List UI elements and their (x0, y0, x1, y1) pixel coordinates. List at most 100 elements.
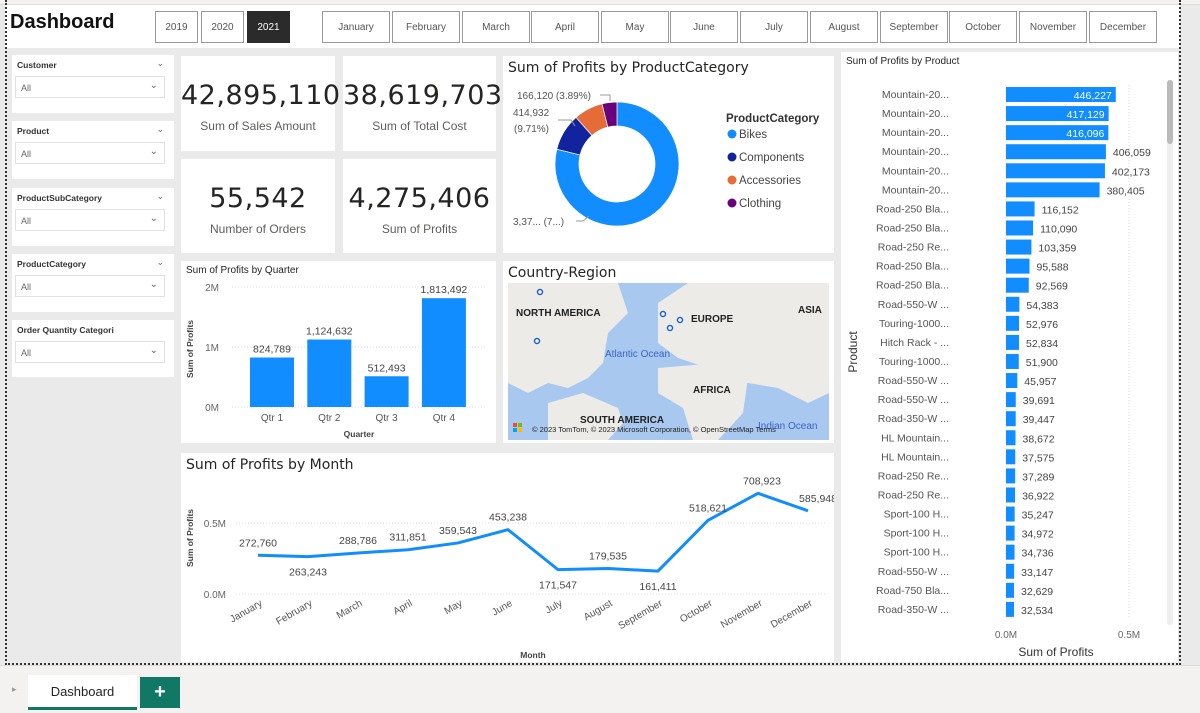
month-button-november[interactable]: November (1019, 11, 1087, 43)
product-bar[interactable] (1006, 506, 1015, 522)
y-tick-label: Mountain-20... (882, 184, 949, 196)
quarter-chart-card: Sum of Profits by Quarter 0M 1M 2M 824,789 Q… (181, 261, 496, 443)
product-bar[interactable] (1006, 411, 1016, 427)
map-label: AFRICA (693, 385, 731, 396)
year-button-2020[interactable]: 2020 (201, 11, 244, 43)
month-button-july[interactable]: July (740, 11, 808, 43)
product-bar[interactable] (1006, 563, 1015, 579)
quarter-bar[interactable] (250, 357, 294, 407)
map-label: ASIA (798, 305, 822, 316)
collapse-chevron-icon[interactable]: ⌄ (156, 58, 164, 68)
slicer-dropdown[interactable]: All ⌄ (15, 341, 165, 363)
product-bar[interactable] (1006, 163, 1105, 179)
product-bar[interactable] (1006, 334, 1019, 350)
legend-item-bikes[interactable]: Bikes (739, 129, 767, 141)
month-button-june[interactable]: June (670, 11, 738, 43)
y-tick-label: 0.5M (204, 519, 226, 530)
map-attribution[interactable]: © 2023 TomTom, © 2023 Microsoft Corporat… (532, 425, 776, 434)
slicer-value: All (21, 83, 32, 93)
bar-value-label: 512,493 (368, 362, 406, 374)
collapse-chevron-icon[interactable]: ⌄ (156, 191, 164, 201)
month-button-january[interactable]: January (322, 11, 390, 43)
product-bar[interactable] (1006, 201, 1035, 217)
map-point[interactable] (676, 316, 684, 324)
map-point[interactable] (536, 288, 544, 296)
product-bar[interactable] (1006, 87, 1116, 102)
scrollbar-track[interactable] (1167, 80, 1173, 625)
product-bar[interactable] (1006, 106, 1109, 122)
year-button-2019[interactable]: 2019 (155, 11, 198, 43)
quarter-bar[interactable] (307, 339, 352, 407)
product-bar[interactable] (1006, 392, 1016, 408)
map-point[interactable] (533, 337, 541, 345)
product-bar[interactable] (1006, 544, 1015, 560)
x-axis-title: Quarter (344, 429, 375, 439)
legend-item-accessories[interactable]: Accessories (739, 175, 801, 187)
slicer-dropdown[interactable]: All ⌄ (15, 142, 165, 164)
map-point[interactable] (659, 310, 667, 318)
product-bar[interactable] (1006, 125, 1109, 141)
bar-value-label: 37,575 (1022, 452, 1054, 464)
product-bar[interactable] (1006, 582, 1015, 598)
y-tick-label: HL Mountain... (881, 451, 949, 463)
country-region-map[interactable]: NORTH AMERICA EUROPE ASIA AFRICA SOUTH A… (508, 283, 829, 440)
month-button-february[interactable]: February (392, 11, 460, 43)
y-tick-label: Touring-1000... (879, 356, 949, 368)
bar-value-label: 446,227 (1074, 90, 1112, 102)
product-bar[interactable] (1006, 430, 1016, 446)
collapse-chevron-icon[interactable]: ⌄ (156, 257, 164, 267)
product-bar[interactable] (1006, 220, 1034, 236)
map-card: Country-Region NORTH AMERICA EUROPE ASIA… (503, 261, 834, 443)
product-bar[interactable] (1006, 258, 1030, 274)
month-button-december[interactable]: December (1089, 11, 1157, 43)
slicer-dropdown[interactable]: All ⌄ (15, 76, 165, 98)
slicer-productsubcategory: ProductSubCategory ⌄ All ⌄ (12, 188, 174, 246)
month-button-september[interactable]: September (880, 11, 948, 43)
product-bar[interactable] (1006, 525, 1015, 541)
slicer-dropdown[interactable]: All ⌄ (15, 275, 165, 297)
y-tick-label: Road-750 Bla... (876, 585, 949, 597)
point-value-label: 585,948 (799, 493, 834, 505)
month-chart-card: Sum of Profits by Month 0.0M 0.5M 272,760 J… (181, 453, 834, 662)
chart-title: Sum of Profits by Month (186, 457, 354, 473)
donut-slice-clothing[interactable] (601, 101, 618, 128)
collapse-chevron-icon[interactable]: ⌄ (156, 124, 164, 134)
month-button-august[interactable]: August (810, 11, 878, 43)
month-button-october[interactable]: October (949, 11, 1017, 43)
product-bar[interactable] (1006, 601, 1015, 617)
legend-swatch (727, 152, 737, 162)
month-button-march[interactable]: March (462, 11, 530, 43)
legend-item-clothing[interactable]: Clothing (739, 198, 781, 210)
month-button-may[interactable]: May (601, 11, 669, 43)
product-bar[interactable] (1006, 277, 1029, 293)
product-bar[interactable] (1006, 239, 1032, 255)
map-point[interactable] (666, 324, 674, 332)
year-button-2021[interactable]: 2021 (247, 11, 290, 43)
product-bar[interactable] (1006, 144, 1106, 160)
scrollbar-thumb[interactable] (1167, 80, 1173, 144)
slicer-order-quantity-categori: Order Quantity Categori All ⌄ (12, 320, 174, 377)
month-button-april[interactable]: April (531, 11, 599, 43)
product-bar[interactable] (1006, 353, 1019, 369)
quarter-bar[interactable] (364, 376, 409, 407)
product-bar[interactable] (1006, 315, 1020, 331)
product-bar[interactable] (1006, 449, 1016, 465)
product-bar[interactable] (1006, 182, 1100, 198)
add-page-button[interactable]: + (140, 677, 180, 708)
tab-dashboard[interactable]: Dashboard (28, 675, 137, 710)
donut-slice-bikes[interactable] (554, 101, 680, 227)
product-bar[interactable] (1006, 373, 1018, 389)
profit-line[interactable] (257, 491, 809, 573)
y-tick-label: Road-250 Bla... (876, 203, 949, 215)
quarter-bar[interactable] (421, 298, 466, 407)
legend-swatch (727, 175, 737, 185)
scroll-left-icon[interactable]: ▸ (12, 684, 17, 694)
slicer-dropdown[interactable]: All ⌄ (15, 209, 165, 231)
legend-item-components[interactable]: Components (739, 152, 804, 164)
kpi-value: 42,895,110 (181, 80, 341, 111)
product-bar[interactable] (1006, 468, 1016, 484)
y-tick-label: 2M (205, 283, 219, 294)
y-axis-title: Sum of Profits (185, 509, 195, 567)
product-bar[interactable] (1006, 487, 1016, 503)
product-bar[interactable] (1006, 296, 1020, 312)
